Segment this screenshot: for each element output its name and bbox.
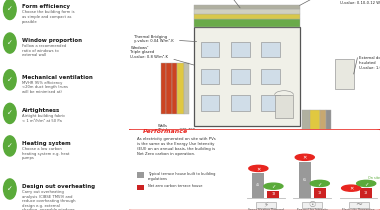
Circle shape: [3, 136, 16, 156]
Bar: [195, 5, 300, 9]
Text: Form efficiency: Form efficiency: [22, 4, 70, 9]
Bar: [177, 63, 184, 114]
Bar: [184, 63, 189, 114]
Text: Flat roof
Thickness: 1,300-1,700mm
U-value: 0.10-0.12 W/m².K: Flat roof Thickness: 1,300-1,700mm U-val…: [340, 0, 380, 5]
Bar: [195, 9, 300, 14]
Text: ✓: ✓: [7, 143, 13, 149]
Text: 18: 18: [364, 191, 368, 195]
Text: Heating system: Heating system: [22, 141, 70, 146]
Text: ✓: ✓: [7, 40, 13, 46]
Bar: [261, 68, 280, 84]
Text: Space Heating Demand
kWh/m²/yr: Space Heating Demand kWh/m²/yr: [248, 208, 284, 210]
Text: ✕: ✕: [256, 166, 261, 171]
Text: Performance: Performance: [143, 129, 188, 134]
Text: Airtightness: Airtightness: [22, 108, 60, 113]
Circle shape: [3, 103, 16, 123]
Bar: [195, 20, 300, 27]
Bar: [310, 110, 320, 133]
Text: MVHR 95% efficiency
<20m duct length (runs
will be minimised at): MVHR 95% efficiency <20m duct length (ru…: [22, 81, 68, 94]
Text: Walls
Thickness: 340-400mm
U-value: 0.13-0.15 W/m².K: Walls Thickness: 340-400mm U-value: 0.13…: [158, 124, 208, 137]
Text: ✓: ✓: [364, 181, 368, 186]
Text: ✓: ✓: [7, 77, 13, 83]
Bar: [326, 110, 331, 133]
Bar: [302, 202, 322, 207]
Text: ✓: ✓: [7, 7, 13, 12]
Text: ~: ~: [355, 200, 362, 209]
Bar: [252, 173, 264, 198]
Circle shape: [342, 185, 361, 191]
Bar: [314, 188, 326, 198]
Bar: [231, 68, 250, 84]
Circle shape: [3, 0, 16, 20]
Bar: [195, 27, 300, 126]
Text: 13: 13: [271, 192, 276, 196]
Text: Typical terrace house built to building
regulations: Typical terrace house built to building …: [148, 172, 215, 181]
Circle shape: [3, 179, 16, 199]
Circle shape: [3, 70, 16, 90]
Bar: [302, 110, 310, 133]
Bar: [268, 191, 279, 198]
Text: Window proportion: Window proportion: [22, 38, 82, 43]
Circle shape: [357, 180, 376, 186]
Bar: [195, 14, 300, 20]
Text: Energy Use Intensity
kWh/m²/yr: Energy Use Intensity kWh/m²/yr: [297, 208, 328, 210]
Text: ✕: ✕: [302, 155, 307, 160]
Bar: [320, 110, 326, 133]
Text: Design out overheating: Design out overheating: [22, 184, 95, 189]
Bar: [231, 95, 250, 111]
Text: 18: 18: [318, 191, 322, 195]
Text: Thermal Bridging
y-value: 0.04 W/m².K: Thermal Bridging y-value: 0.04 W/m².K: [134, 34, 196, 43]
Text: Windows¹
Triple glazed
U-value: 0.8 W/m².K: Windows¹ Triple glazed U-value: 0.8 W/m²…: [130, 46, 194, 65]
Text: Follow a recommended
ratio of windows to
external wall: Follow a recommended ratio of windows to…: [22, 44, 66, 57]
Text: 45: 45: [256, 183, 260, 187]
Bar: [201, 42, 220, 57]
Bar: [261, 95, 280, 111]
Bar: [166, 63, 172, 114]
Bar: [161, 63, 166, 114]
Bar: [360, 188, 372, 198]
Text: On site: On site: [369, 176, 380, 180]
Text: Choose the building form is
as simple and compact as
possible: Choose the building form is as simple an…: [22, 10, 74, 24]
Bar: [201, 95, 220, 111]
Bar: [261, 42, 280, 57]
Circle shape: [310, 180, 329, 186]
Bar: [137, 172, 144, 178]
Text: As electricity generated on site with PVs
is the same as the Energy Use Intensit: As electricity generated on site with PV…: [137, 137, 215, 156]
Text: Carry out overheating
analysis (CIBSE TM59) and
reduce overheating through
desig: Carry out overheating analysis (CIBSE TM…: [22, 190, 75, 210]
Bar: [201, 68, 220, 84]
Text: 65: 65: [302, 178, 307, 182]
Text: ✕: ✕: [349, 186, 353, 191]
FancyBboxPatch shape: [125, 129, 380, 210]
Text: Mechanical ventilation: Mechanical ventilation: [22, 75, 92, 80]
Text: Electricity Generation
kWh/m²/yr: Electricity Generation kWh/m²/yr: [342, 208, 375, 210]
Bar: [137, 185, 144, 190]
Text: ✓: ✓: [318, 181, 322, 186]
Text: ☉: ☉: [309, 200, 316, 209]
Text: Choose a low carbon
heating system e.g. heat
pumps: Choose a low carbon heating system e.g. …: [22, 147, 69, 160]
Text: ✓: ✓: [7, 110, 13, 116]
Circle shape: [295, 154, 314, 160]
Bar: [275, 95, 293, 118]
Text: ✓: ✓: [7, 186, 13, 192]
Text: Airtight building fabric
< 1 m³/h/m² at 50 Pa: Airtight building fabric < 1 m³/h/m² at …: [22, 114, 65, 123]
Text: Air Tightness
1 m³/h/m²: Air Tightness 1 m³/h/m²: [211, 0, 240, 8]
Bar: [348, 202, 369, 207]
Circle shape: [3, 33, 16, 53]
Bar: [299, 162, 311, 198]
Bar: [335, 59, 354, 89]
Circle shape: [264, 183, 283, 189]
Circle shape: [249, 165, 268, 172]
Bar: [172, 63, 177, 114]
Text: Ground Floor
Thickness: 150-200mm (insulation)
U-value: 0.08-0.10 W/m².K: Ground Floor Thickness: 150-200mm (insul…: [335, 130, 380, 144]
Text: ⚡: ⚡: [263, 202, 268, 208]
Text: External doors
Insulated
U-value: 1.0 W/m².K: External doors Insulated U-value: 1.0 W/…: [359, 56, 380, 70]
Bar: [231, 42, 250, 57]
Text: Net zero carbon terrace house: Net zero carbon terrace house: [148, 184, 203, 188]
Bar: [256, 202, 276, 207]
Text: ✓: ✓: [271, 184, 276, 189]
